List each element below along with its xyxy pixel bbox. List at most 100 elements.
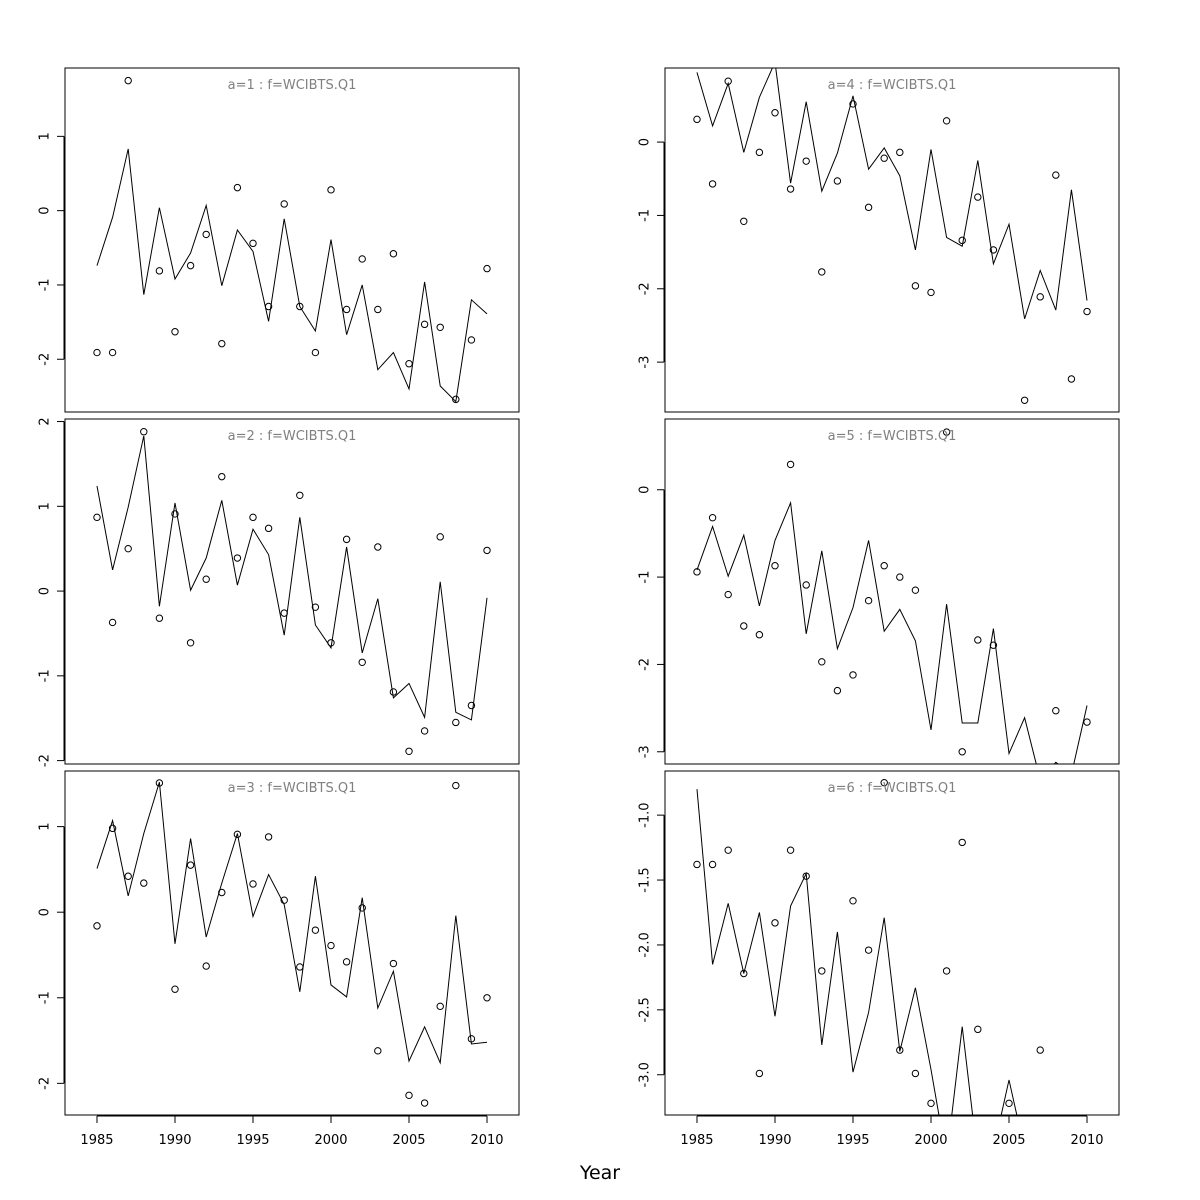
data-point [896, 573, 904, 581]
data-point [740, 217, 748, 225]
data-point [452, 395, 460, 404]
data-point [942, 428, 951, 436]
data-point [249, 239, 257, 248]
fitted-line [696, 500, 1088, 764]
data-point [896, 1046, 904, 1054]
x-tick-label: 2010 [1070, 1133, 1103, 1148]
data-point [264, 302, 273, 311]
data-point [771, 562, 779, 570]
data-point [880, 562, 888, 570]
data-point [786, 185, 795, 193]
y-tick-label: 1 [38, 502, 53, 510]
data-point [311, 348, 320, 357]
y-tick-label: -1.5 [638, 867, 653, 892]
x-tick-label: 1995 [836, 1133, 869, 1148]
data-point [1052, 171, 1060, 179]
data-point [1005, 1099, 1013, 1108]
x-tick-label: 1990 [758, 1133, 791, 1148]
data-point [233, 183, 242, 192]
data-point [233, 554, 242, 562]
y-tick-label: 0 [638, 138, 653, 146]
panel-title: a=1 : f=WCIBTS.Q1 [228, 78, 357, 93]
data-point [849, 100, 857, 108]
data-point [1067, 375, 1076, 383]
data-point [974, 636, 982, 644]
x-tick-label: 2010 [470, 1133, 503, 1148]
data-point [974, 1025, 982, 1034]
data-point [311, 926, 320, 934]
data-point [467, 701, 476, 710]
data-point [264, 524, 273, 533]
data-point [342, 535, 351, 544]
data-point [186, 639, 195, 647]
data-point [155, 614, 164, 622]
plot-frame [64, 770, 520, 1116]
y-tick-label: 1 [38, 822, 53, 830]
data-point [708, 180, 717, 188]
data-point [708, 860, 717, 869]
data-point [896, 148, 904, 157]
data-point [1052, 707, 1060, 715]
data-point [374, 305, 382, 314]
data-point [311, 603, 320, 611]
data-point [436, 533, 444, 541]
y-tick-label: -1 [38, 991, 53, 1004]
data-point [755, 631, 764, 639]
x-tick-label: 1995 [236, 1133, 269, 1148]
plot-area [693, 428, 1091, 764]
data-point [483, 546, 491, 555]
y-tick-label: -2.5 [638, 997, 653, 1022]
data-point [1036, 1046, 1044, 1054]
x-tick-label: 1985 [80, 1133, 113, 1148]
x-tick-label: 1990 [158, 1133, 191, 1148]
y-tick-label: -2 [38, 754, 53, 767]
y-tick-label: -1 [38, 669, 53, 682]
data-point [911, 1069, 920, 1078]
y-tick-label: -2 [638, 658, 653, 671]
panel-title: a=2 : f=WCIBTS.Q1 [228, 429, 357, 444]
plot-frame [664, 770, 1120, 1116]
y-tick-label: -3 [638, 356, 653, 369]
data-point [740, 622, 748, 630]
data-point [280, 609, 288, 617]
data-point [833, 686, 842, 695]
data-point [420, 320, 429, 329]
data-point [124, 872, 132, 880]
data-point [296, 302, 304, 311]
data-point [818, 658, 826, 666]
data-point [405, 360, 413, 368]
x-tick-label: 2005 [992, 1133, 1025, 1148]
plot-area [693, 68, 1091, 404]
x-tick-label: 2005 [392, 1133, 425, 1148]
data-point [958, 838, 966, 847]
y-tick-label: -1 [638, 571, 653, 584]
fitted-line [696, 68, 1088, 320]
data-point [1020, 396, 1029, 404]
data-point [93, 348, 101, 357]
data-point [374, 543, 382, 551]
y-tick-label: -3 [638, 745, 653, 758]
data-point [233, 830, 242, 839]
y-tick-label: 0 [38, 207, 53, 215]
data-point [202, 575, 210, 583]
data-point [249, 880, 257, 888]
data-point [724, 590, 732, 599]
data-point [249, 513, 257, 522]
data-point [140, 428, 148, 436]
data-point [108, 348, 117, 357]
data-point [389, 250, 398, 258]
data-point [911, 282, 920, 290]
data-point [140, 879, 148, 887]
data-point [342, 305, 351, 314]
y-tick-label: 1 [38, 132, 53, 140]
data-point [374, 1047, 382, 1055]
data-point [467, 1035, 476, 1043]
data-point [327, 941, 335, 950]
panel-title: a=6 : f=WCIBTS.Q1 [828, 781, 957, 796]
data-point [171, 328, 179, 336]
data-point [833, 177, 842, 185]
y-tick-label: -2 [38, 353, 53, 366]
plot-area [93, 76, 491, 404]
plot-frame [64, 67, 520, 413]
